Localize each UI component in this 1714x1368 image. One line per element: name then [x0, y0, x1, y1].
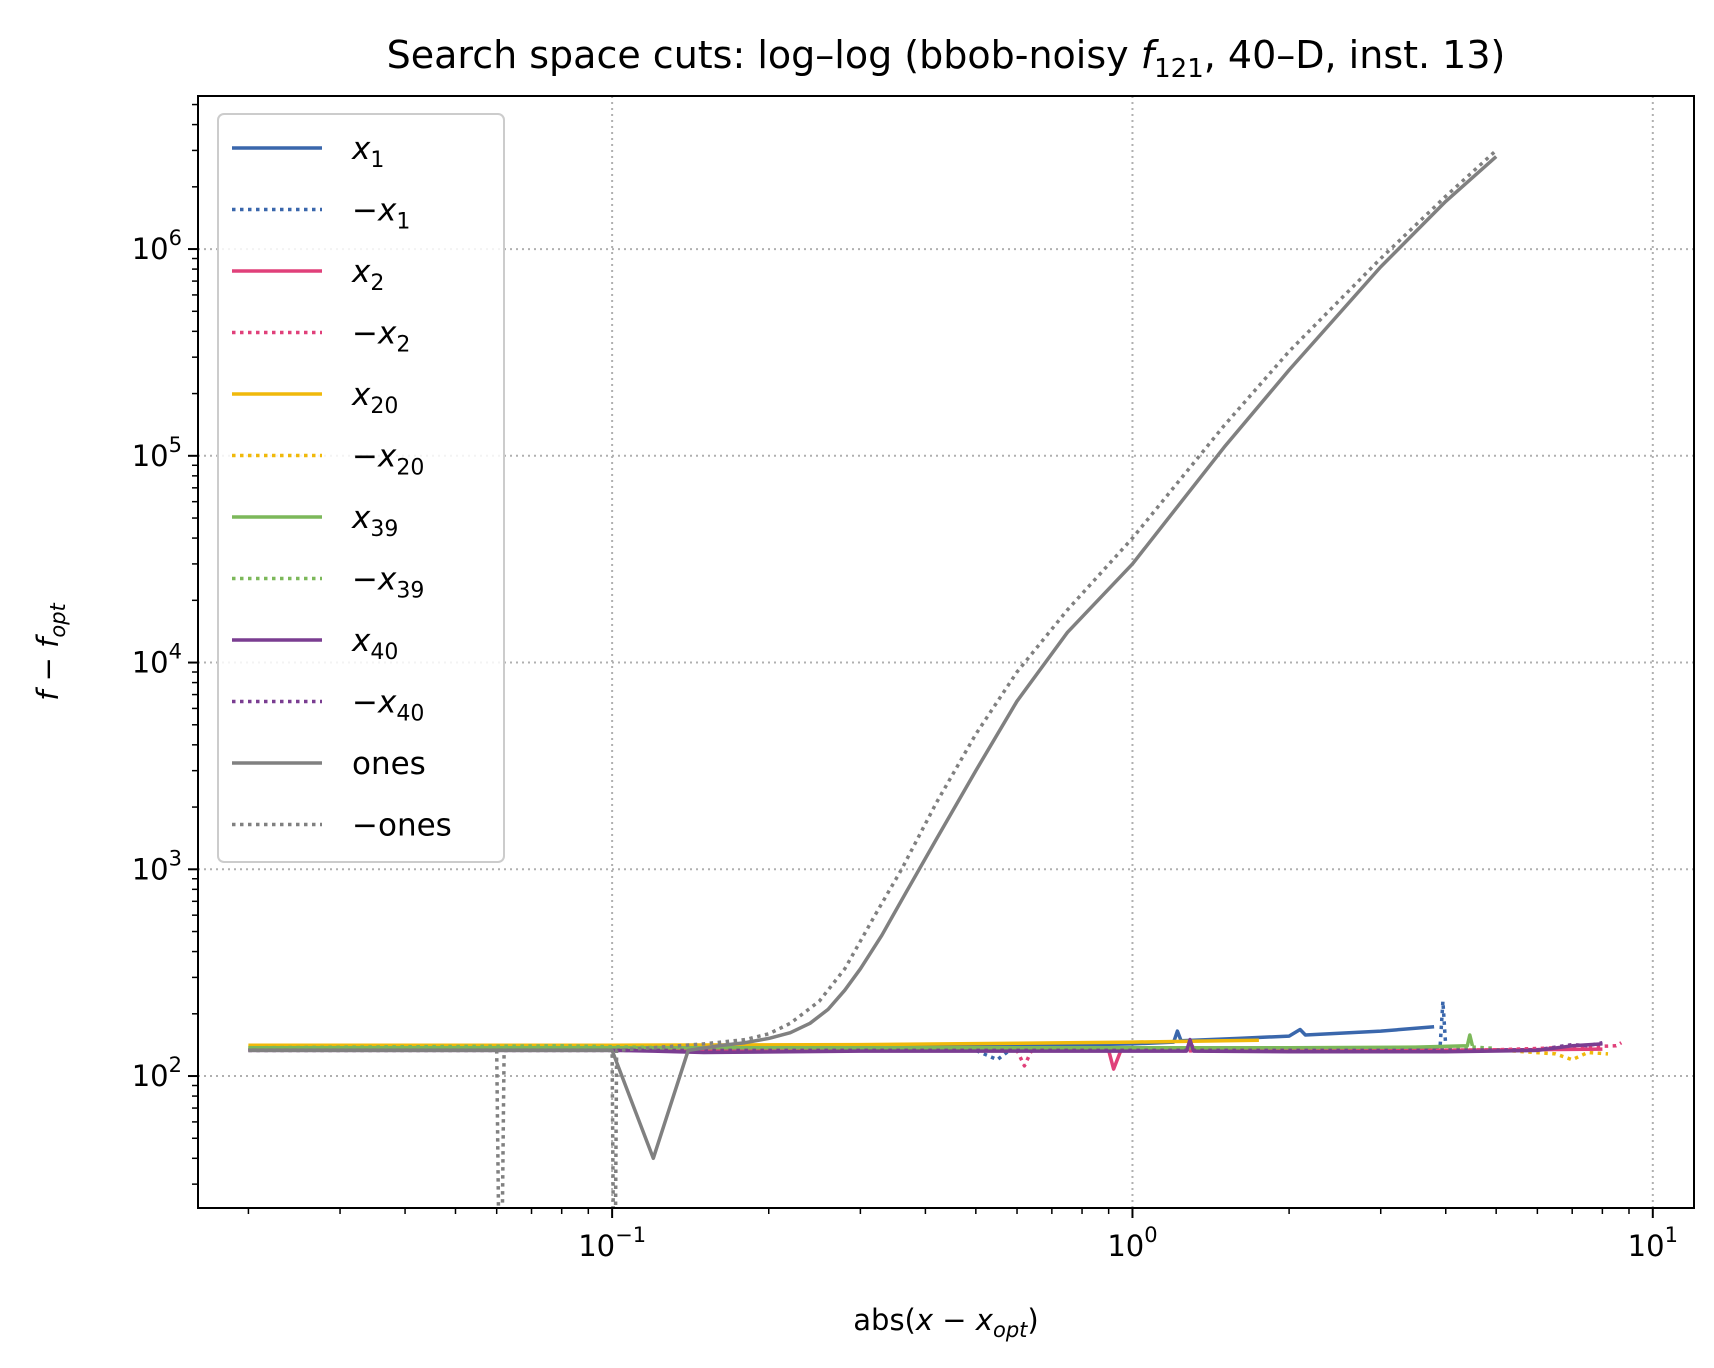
y-tick-label: 102	[132, 1053, 182, 1093]
y-axis-label: f − fopt	[31, 602, 70, 700]
x-axis-label: abs(x − xopt)	[853, 1303, 1038, 1342]
x-tick-label: 10−1	[578, 1223, 646, 1263]
x-tick-label: 101	[1628, 1223, 1678, 1263]
chart-title: Search space cuts: log–log (bbob-noisy f…	[387, 33, 1506, 84]
legend-label: −x39	[352, 562, 424, 604]
legend-label: x1	[351, 131, 384, 173]
series-line-8	[248, 1044, 1497, 1053]
legend-label: x2	[351, 254, 384, 296]
y-tick-label: 106	[132, 226, 182, 266]
series-line-11	[248, 155, 1498, 1161]
x-tick-label: 100	[1107, 1223, 1157, 1263]
legend-label: x40	[351, 623, 398, 665]
y-tick-label: 105	[132, 433, 182, 473]
legend-box	[217, 113, 505, 863]
legend-label: −ones	[352, 808, 452, 844]
legend-label: −x2	[352, 316, 410, 358]
series-line-12	[248, 149, 1498, 1208]
legend-label: −x40	[352, 685, 424, 727]
y-tick-label: 103	[132, 846, 182, 886]
legend-label: −x20	[352, 439, 424, 481]
legend-label: −x1	[352, 193, 410, 235]
series-group	[248, 149, 1623, 1208]
legend: x1 −x1 x2 −x2 x20 −x20 x39 −x39 x40 −x40 ones −ones	[217, 113, 505, 863]
legend-label: x20	[351, 377, 398, 419]
plot-frame	[197, 95, 1695, 1209]
legend-label: x39	[351, 500, 398, 542]
axis-ticks: 10−1 100 101 102 103 104 105 106	[132, 103, 1678, 1263]
y-tick-label: 104	[132, 640, 182, 680]
legend-label: ones	[352, 746, 426, 782]
